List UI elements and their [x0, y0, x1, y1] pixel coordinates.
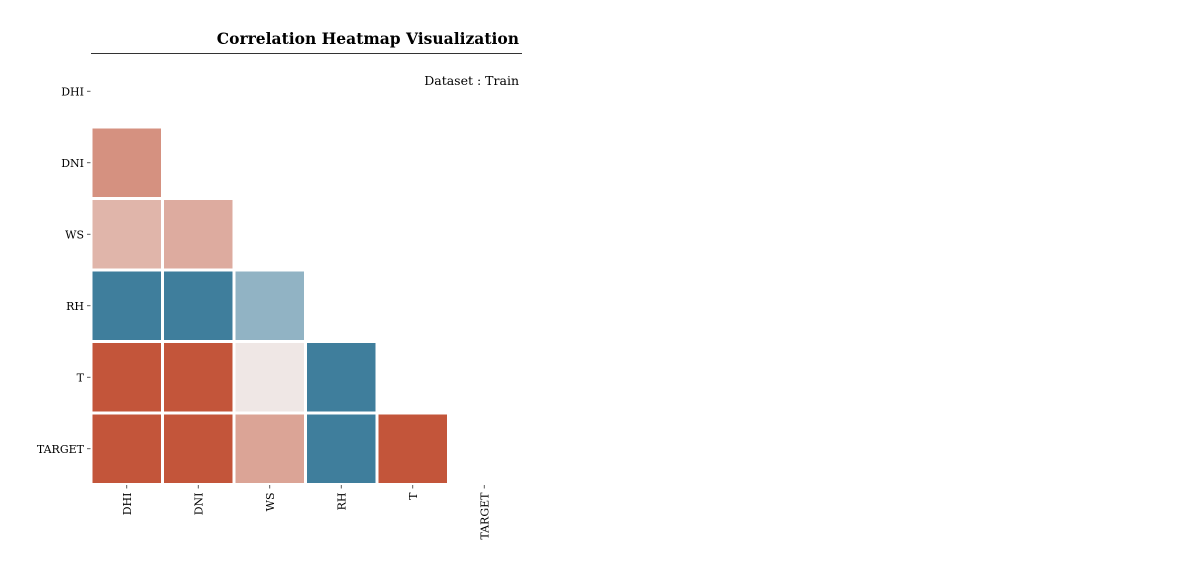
column-label-ws: WS	[264, 493, 277, 512]
column-axis: DHI DNI WS RH T TARGET	[121, 485, 491, 540]
column-label-target: TARGET	[478, 492, 491, 540]
column-label-dhi: DHI	[121, 493, 134, 516]
row-label-rh: RH	[66, 300, 84, 313]
chart-title: Correlation Heatmap Visualization	[217, 29, 519, 48]
heatmap-cell-t-ws	[235, 343, 304, 412]
heatmap-cell-ws-dhi	[92, 200, 161, 269]
heatmap-cell-ws-dni	[164, 200, 233, 269]
heatmap-cells	[92, 128, 447, 483]
heatmap-cell-rh-ws	[235, 271, 304, 340]
column-label-dni: DNI	[192, 493, 205, 516]
heatmap-cell-t-dni	[164, 343, 233, 412]
heatmap-cell-target-rh	[307, 414, 376, 483]
row-label-target: TARGET	[37, 443, 85, 456]
heatmap-cell-rh-dni	[164, 271, 233, 340]
column-label-t: T	[407, 492, 420, 500]
row-label-dhi: DHI	[61, 85, 84, 98]
heatmap-cell-rh-dhi	[92, 271, 161, 340]
heatmap-cell-target-ws	[235, 414, 304, 483]
row-axis: DHI DNI WS RH T TARGET	[37, 85, 91, 456]
heatmap-cell-t-dhi	[92, 343, 161, 412]
row-label-dni: DNI	[61, 157, 84, 170]
heatmap-cell-t-rh	[307, 343, 376, 412]
row-label-t: T	[77, 371, 85, 384]
heatmap-cell-target-dhi	[92, 414, 161, 483]
chart-subtitle: Dataset : Train	[424, 73, 519, 88]
heatmap-cell-target-t	[378, 414, 447, 483]
column-label-rh: RH	[335, 493, 348, 511]
row-label-ws: WS	[65, 228, 84, 241]
heatmap-cell-dni-dhi	[92, 128, 161, 197]
heatmap-cell-target-dni	[164, 414, 233, 483]
